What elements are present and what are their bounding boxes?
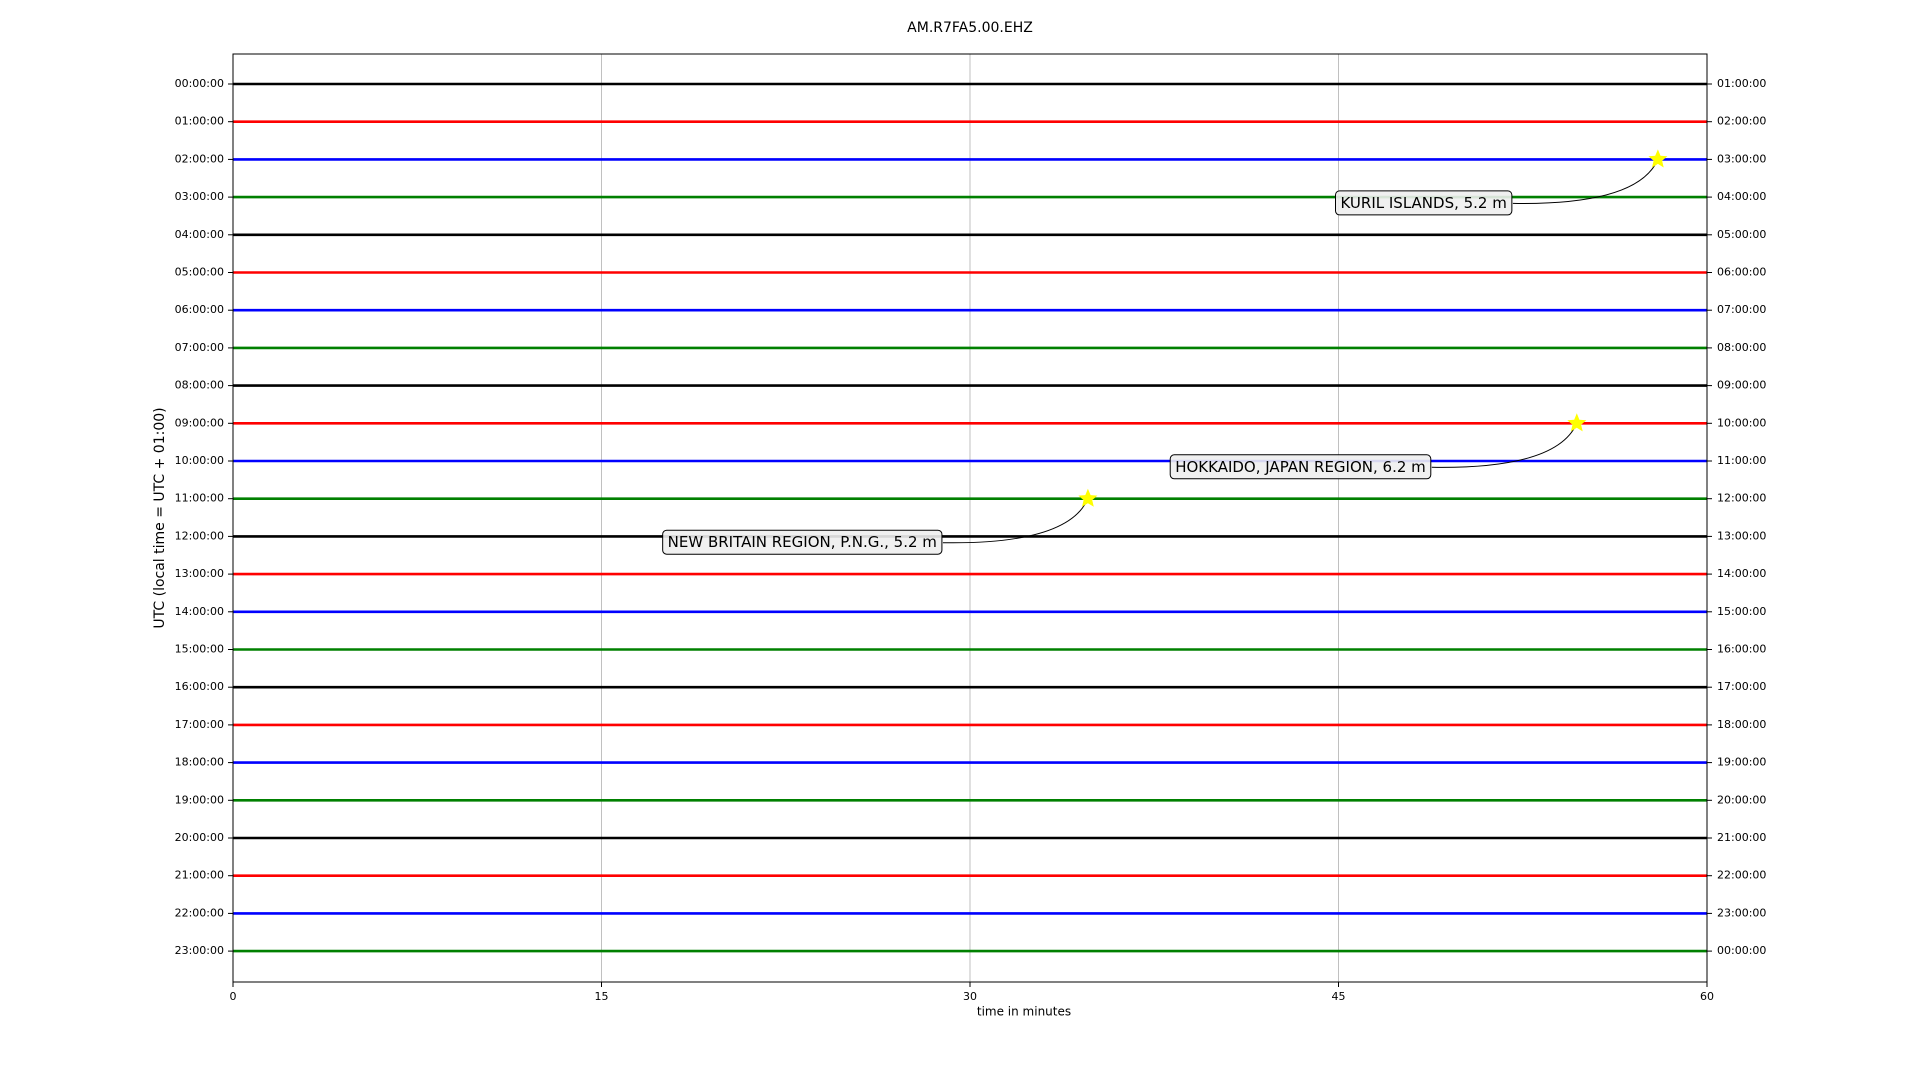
x-axis-label: time in minutes xyxy=(977,1005,1071,1019)
x-tick-label: 0 xyxy=(230,990,237,1003)
y-tick-label: 00:00:00 xyxy=(175,77,224,90)
y-tick-label: 10:00:00 xyxy=(175,454,224,467)
y2-tick-label: 13:00:00 xyxy=(1717,529,1766,542)
event-marker xyxy=(1567,413,1587,432)
y-tick-label: 01:00:00 xyxy=(175,115,224,128)
annotation-arrow xyxy=(942,498,1089,544)
y-tick-label: 08:00:00 xyxy=(175,379,224,392)
y2-tick-label: 22:00:00 xyxy=(1717,869,1766,882)
y2-tick-label: 02:00:00 xyxy=(1717,115,1766,128)
y2-tick-label: 17:00:00 xyxy=(1717,680,1766,693)
y-tick-label: 06:00:00 xyxy=(175,303,224,316)
y2-tick-label: 16:00:00 xyxy=(1717,643,1766,656)
event-label: NEW BRITAIN REGION, P.N.G., 5.2 m xyxy=(668,533,937,551)
y-tick-label: 22:00:00 xyxy=(175,906,224,919)
y2-tick-label: 18:00:00 xyxy=(1717,718,1766,731)
y-tick-label: 18:00:00 xyxy=(175,756,224,769)
y2-tick-label: 14:00:00 xyxy=(1717,567,1766,580)
y-tick-label: 21:00:00 xyxy=(175,869,224,882)
y2-tick-label: 10:00:00 xyxy=(1717,416,1766,429)
y2-tick-label: 12:00:00 xyxy=(1717,492,1766,505)
y-tick-label: 12:00:00 xyxy=(175,529,224,542)
y-tick-label: 03:00:00 xyxy=(175,190,224,203)
chart-title: AM.R7FA5.00.EHZ xyxy=(907,20,1033,36)
annotation-arrow xyxy=(1512,159,1659,204)
y-tick-label: 20:00:00 xyxy=(175,831,224,844)
x-tick-label: 45 xyxy=(1332,990,1346,1003)
x-tick-label: 30 xyxy=(963,990,977,1003)
y-tick-label: 13:00:00 xyxy=(175,567,224,580)
event-label-box xyxy=(1335,190,1513,216)
x-tick-label: 60 xyxy=(1700,990,1714,1003)
y-tick-label: 11:00:00 xyxy=(175,492,224,505)
y2-tick-label: 21:00:00 xyxy=(1717,831,1766,844)
y-tick-label: 17:00:00 xyxy=(175,718,224,731)
y2-tick-label: 04:00:00 xyxy=(1717,190,1766,203)
event-label: KURIL ISLANDS, 5.2 m xyxy=(1341,194,1507,212)
y2-tick-label: 08:00:00 xyxy=(1717,341,1766,354)
y-tick-label: 04:00:00 xyxy=(175,228,224,241)
y-tick-label: 16:00:00 xyxy=(175,680,224,693)
event-label-box xyxy=(1169,454,1432,480)
y-tick-label: 05:00:00 xyxy=(175,266,224,279)
y2-tick-label: 05:00:00 xyxy=(1717,228,1766,241)
event-label-box xyxy=(662,529,943,555)
y-tick-label: 07:00:00 xyxy=(175,341,224,354)
y-tick-label: 14:00:00 xyxy=(175,605,224,618)
event-label: HOKKAIDO, JAPAN REGION, 6.2 m xyxy=(1175,458,1426,476)
y2-tick-label: 09:00:00 xyxy=(1717,379,1766,392)
y2-tick-label: 03:00:00 xyxy=(1717,152,1766,165)
annotation-arrow xyxy=(1431,423,1578,468)
y2-tick-label: 06:00:00 xyxy=(1717,266,1766,279)
y2-tick-label: 19:00:00 xyxy=(1717,756,1766,769)
y-tick-label: 19:00:00 xyxy=(175,793,224,806)
x-tick-label: 15 xyxy=(595,990,609,1003)
y2-tick-label: 20:00:00 xyxy=(1717,793,1766,806)
y2-tick-label: 01:00:00 xyxy=(1717,77,1766,90)
plot-frame xyxy=(232,53,1708,983)
event-marker xyxy=(1648,149,1668,168)
y2-tick-label: 15:00:00 xyxy=(1717,605,1766,618)
y-tick-label: 09:00:00 xyxy=(175,416,224,429)
y2-tick-label: 07:00:00 xyxy=(1717,303,1766,316)
event-marker xyxy=(1078,488,1098,507)
y-tick-label: 02:00:00 xyxy=(175,152,224,165)
y-axis-label: UTC (local time = UTC + 01:00) xyxy=(152,407,168,628)
y-tick-label: 23:00:00 xyxy=(175,944,224,957)
y2-tick-label: 11:00:00 xyxy=(1717,454,1766,467)
y2-tick-label: 00:00:00 xyxy=(1717,944,1766,957)
y-tick-label: 15:00:00 xyxy=(175,643,224,656)
y2-tick-label: 23:00:00 xyxy=(1717,906,1766,919)
